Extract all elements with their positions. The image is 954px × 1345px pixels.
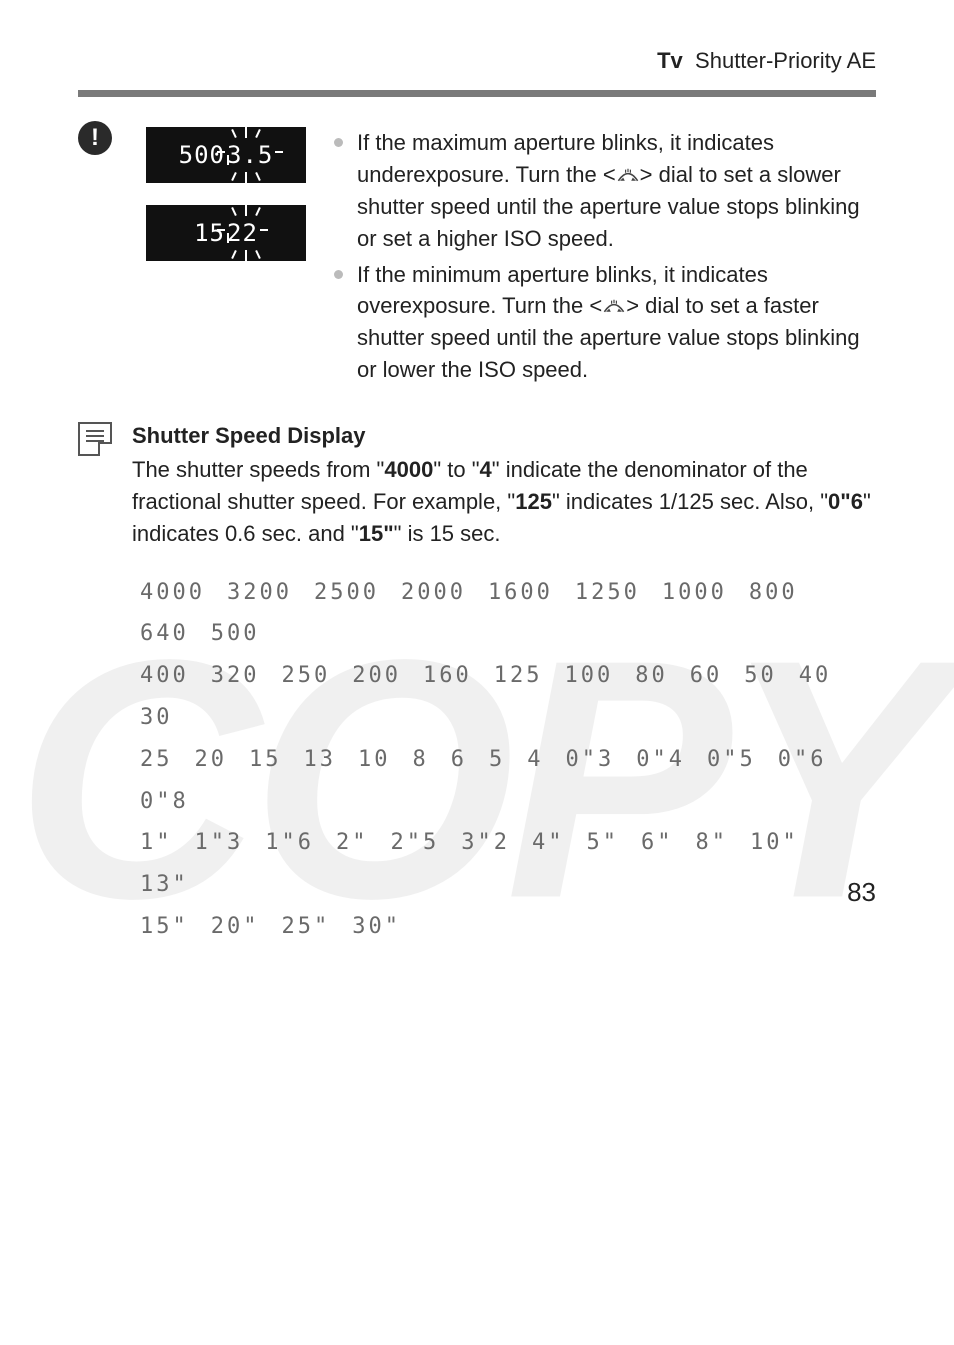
note-text: The shutter speeds from " bbox=[132, 457, 384, 482]
shutter-speed-value: 100 bbox=[565, 655, 614, 697]
note-text: " is 15 sec. bbox=[394, 521, 501, 546]
shutter-speed-value: 60 bbox=[690, 655, 723, 697]
shutter-speed-value: 15" bbox=[140, 906, 189, 948]
shutter-speed-value: 0"6 bbox=[778, 739, 827, 781]
shutter-speed-value: 15 bbox=[249, 739, 282, 781]
note-title: Shutter Speed Display bbox=[132, 420, 876, 452]
viewfinder-readout-under: 500 3.5 bbox=[146, 127, 306, 183]
shutter-speeds-row: 400 320 250 200 160 125 100 80 60 50 40 30 bbox=[140, 655, 876, 739]
lcd-aperture: 3.5 bbox=[227, 141, 273, 169]
shutter-speed-value: 320 bbox=[211, 655, 260, 697]
shutter-speeds-row: 25 20 15 13 10 8654 0"3 0"4 0"5 0"6 0"8 bbox=[140, 739, 876, 823]
shutter-speed-value: 25" bbox=[282, 906, 331, 948]
shutter-speed-value: 1250 bbox=[575, 572, 640, 614]
note-body: Shutter Speed Display The shutter speeds… bbox=[132, 420, 876, 550]
shutter-speed-value: 13 bbox=[304, 739, 337, 781]
bullet-item: If the minimum aperture blinks, it indic… bbox=[334, 259, 876, 387]
shutter-speed-value: 5 bbox=[489, 739, 505, 781]
shutter-speed-value: 25 bbox=[140, 739, 173, 781]
header-title-text: Shutter-Priority AE bbox=[695, 48, 876, 73]
bullet-item: If the maximum aperture blinks, it indic… bbox=[334, 127, 876, 255]
main-dial-icon bbox=[602, 299, 626, 315]
shutter-speed-value: 1"3 bbox=[195, 822, 244, 864]
viewfinder-readout-over: 15 22 bbox=[146, 205, 306, 261]
shutter-speed-value: 5" bbox=[587, 822, 620, 864]
page-number: 83 bbox=[847, 877, 876, 908]
note-bold: 4 bbox=[480, 457, 492, 482]
shutter-speed-value: 10" bbox=[750, 822, 799, 864]
bullet-text: If the maximum aperture blinks, it indic… bbox=[357, 127, 876, 255]
shutter-speed-value: 640 bbox=[140, 613, 189, 655]
shutter-speed-value: 8 bbox=[413, 739, 429, 781]
shutter-speed-value: 4" bbox=[532, 822, 565, 864]
shutter-speed-value: 1000 bbox=[662, 572, 727, 614]
shutter-speed-value: 8" bbox=[696, 822, 729, 864]
lcd-aperture: 22 bbox=[227, 219, 258, 247]
note-bold: 4000 bbox=[384, 457, 433, 482]
shutter-speed-value: 30" bbox=[352, 906, 401, 948]
shutter-speed-value: 20 bbox=[195, 739, 228, 781]
shutter-speeds-row: 1" 1"3 1"6 2" 2"5 3"2 4" 5" 6" 8" 10" 13" bbox=[140, 822, 876, 906]
note-bold: 125 bbox=[515, 489, 552, 514]
mode-label: Tv bbox=[657, 48, 683, 73]
main-dial-icon bbox=[616, 168, 640, 184]
shutter-speed-value: 2000 bbox=[401, 572, 466, 614]
shutter-speed-value: 40 bbox=[799, 655, 832, 697]
shutter-speed-value: 4000 bbox=[140, 572, 205, 614]
shutter-speed-value: 0"8 bbox=[140, 781, 189, 823]
shutter-speed-value: 0"3 bbox=[566, 739, 615, 781]
shutter-speed-value: 200 bbox=[352, 655, 401, 697]
shutter-speed-value: 250 bbox=[282, 655, 331, 697]
shutter-speed-value: 20" bbox=[211, 906, 260, 948]
bullet-dot-icon bbox=[334, 138, 343, 147]
shutter-speed-value: 160 bbox=[423, 655, 472, 697]
shutter-speeds-table: 4000320025002000160012501000800640500400… bbox=[140, 572, 876, 948]
shutter-speed-value: 4 bbox=[527, 739, 543, 781]
shutter-speed-value: 3200 bbox=[227, 572, 292, 614]
shutter-speed-value: 0"5 bbox=[707, 739, 756, 781]
shutter-speed-value: 1"6 bbox=[265, 822, 314, 864]
note-text: " to " bbox=[433, 457, 479, 482]
shutter-speed-value: 13" bbox=[140, 864, 189, 906]
page-header: Tv Shutter-Priority AE bbox=[0, 0, 954, 84]
shutter-speeds-row: 15" 20" 25" 30" bbox=[140, 906, 876, 948]
shutter-speed-value: 2"5 bbox=[391, 822, 440, 864]
note-text: " indicates 1/125 sec. Also, " bbox=[552, 489, 828, 514]
lcd-shutter: 500 bbox=[179, 141, 225, 169]
shutter-speed-value: 2" bbox=[336, 822, 369, 864]
shutter-speed-value: 50 bbox=[744, 655, 777, 697]
bullet-dot-icon bbox=[334, 270, 343, 279]
shutter-speed-value: 1" bbox=[140, 822, 173, 864]
shutter-speed-value: 500 bbox=[211, 613, 260, 655]
note-bold: 0"6 bbox=[828, 489, 863, 514]
bullet-text: If the minimum aperture blinks, it indic… bbox=[357, 259, 876, 387]
shutter-speed-value: 3"2 bbox=[461, 822, 510, 864]
shutter-speed-value: 6 bbox=[451, 739, 467, 781]
shutter-speed-value: 125 bbox=[494, 655, 543, 697]
shutter-speed-value: 30 bbox=[140, 697, 173, 739]
lcd-shutter: 15 bbox=[194, 219, 225, 247]
shutter-speed-value: 800 bbox=[749, 572, 798, 614]
note-bold: 15" bbox=[359, 521, 394, 546]
note-paragraph: The shutter speeds from "4000" to "4 " in… bbox=[132, 454, 876, 550]
shutter-speed-value: 6" bbox=[641, 822, 674, 864]
shutter-speeds-row: 4000 3200 2500 2000 1600 1250 1000 800 640 500 bbox=[140, 572, 876, 656]
shutter-speed-value: 2500 bbox=[314, 572, 379, 614]
shutter-speed-value: 1600 bbox=[488, 572, 553, 614]
shutter-speed-value: 80 bbox=[635, 655, 668, 697]
shutter-speed-value: 400 bbox=[140, 655, 189, 697]
header-divider bbox=[78, 90, 876, 97]
shutter-speed-value: 10 bbox=[358, 739, 391, 781]
note-icon bbox=[78, 422, 112, 456]
shutter-speed-value: 0"4 bbox=[636, 739, 685, 781]
caution-icon: ! bbox=[78, 121, 112, 155]
